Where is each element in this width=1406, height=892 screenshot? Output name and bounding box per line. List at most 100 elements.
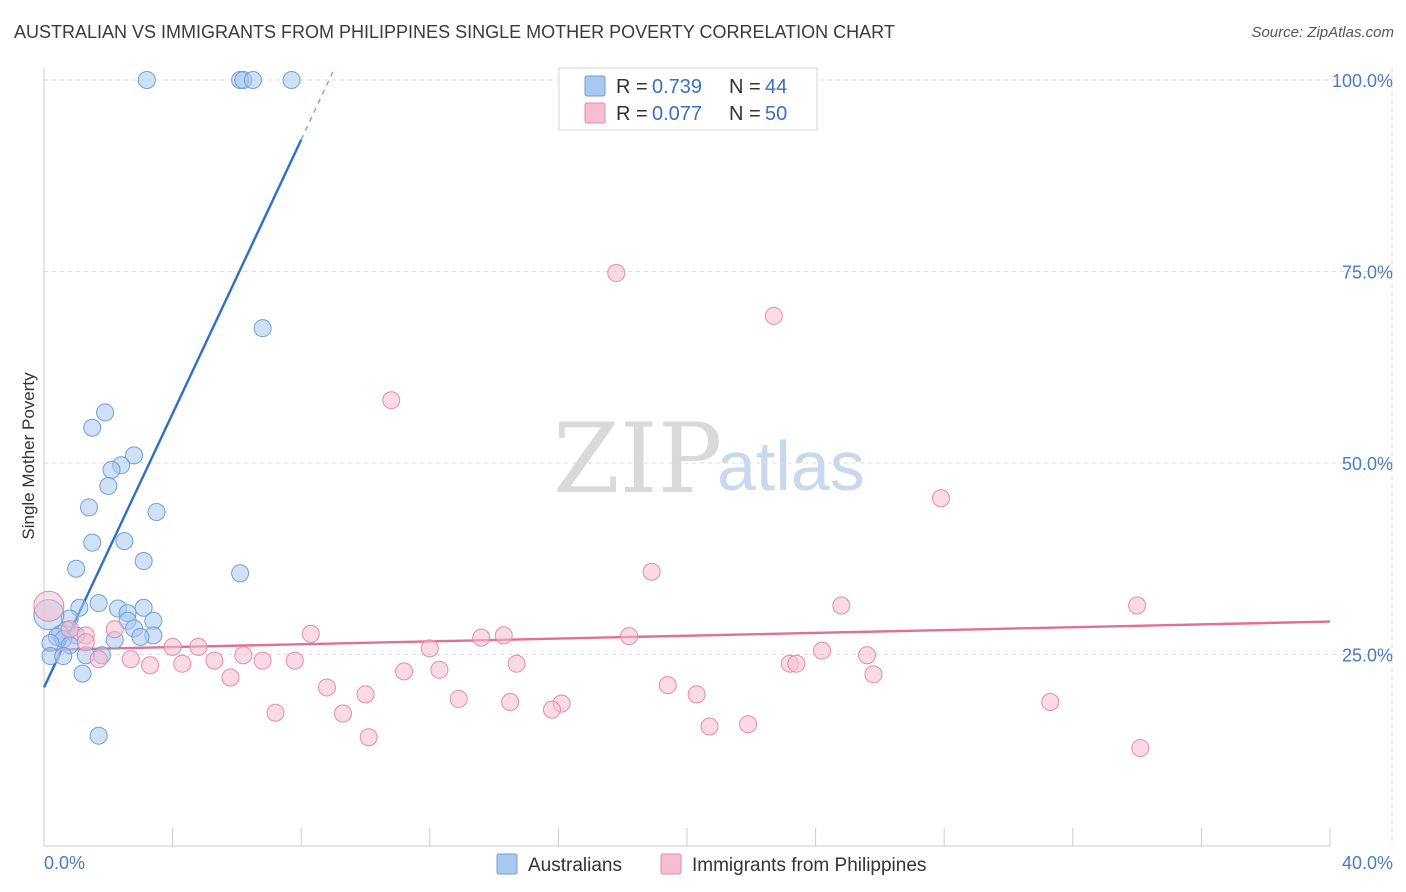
chart-source: Source: ZipAtlas.com	[1251, 24, 1394, 41]
point-australians-17	[231, 564, 250, 583]
trend-layer	[42, 70, 1331, 688]
point-philippines-26	[253, 651, 272, 670]
x-tick-label-0: 0.0%	[44, 853, 85, 873]
y-axis-label: Single Mother Poverty	[19, 372, 38, 540]
point-philippines-43	[542, 700, 561, 719]
point-philippines-41	[687, 685, 706, 704]
point-philippines-23	[141, 656, 160, 675]
point-philippines-14	[76, 633, 95, 652]
point-philippines-48	[359, 728, 378, 747]
bottom-legend-label-australians: Australians	[528, 855, 622, 876]
point-australians-42	[73, 664, 92, 683]
watermark-zip: ZIP	[553, 403, 722, 515]
point-philippines-24	[173, 654, 192, 673]
legend-n-value-2: 50	[765, 103, 787, 125]
point-philippines-11	[472, 628, 491, 647]
point-philippines-5	[832, 596, 851, 615]
point-philippines-36	[658, 676, 677, 695]
grid-layer	[44, 68, 1393, 846]
point-philippines-44	[266, 703, 285, 722]
point-australians-8	[125, 446, 144, 465]
point-australians-4	[282, 71, 301, 89]
ticks-layer: 25.0% 50.0% 75.0% 100.0% 0.0% 40.0%	[44, 71, 1393, 873]
point-australians-10	[102, 460, 121, 479]
legend-r-value-2: 0.077	[652, 103, 702, 125]
point-philippines-16	[189, 637, 208, 656]
point-philippines-49	[1131, 738, 1150, 757]
point-philippines-4	[642, 562, 661, 581]
legend-swatch-australians	[584, 75, 606, 97]
point-philippines-31	[395, 662, 414, 681]
point-australians-6	[96, 403, 115, 422]
big-point-philippines-0	[33, 590, 65, 622]
point-australians-11	[99, 476, 118, 495]
point-philippines-35	[317, 678, 336, 697]
point-philippines-9	[105, 620, 124, 639]
legend-n-label-2: N =	[729, 103, 761, 125]
point-philippines-34	[221, 668, 240, 687]
x-tick-label-1: 40.0%	[1342, 853, 1393, 873]
points-layer	[33, 71, 1150, 757]
point-philippines-10	[301, 624, 320, 643]
bottom-legend-label-philippines: Immigrants from Philippines	[692, 855, 926, 876]
point-philippines-47	[739, 715, 758, 734]
point-philippines-42	[1041, 692, 1060, 711]
point-philippines-20	[89, 650, 108, 669]
point-philippines-12	[494, 626, 513, 645]
y-tick-label-0: 25.0%	[1342, 646, 1393, 666]
point-philippines-22	[234, 646, 253, 665]
point-philippines-33	[864, 665, 883, 684]
point-philippines-46	[700, 717, 719, 736]
point-australians-36	[131, 627, 150, 646]
point-australians-16	[134, 552, 153, 571]
stats-legend: R = 0.739 N = 44 R = 0.077 N = 50	[558, 67, 818, 131]
point-philippines-7	[60, 620, 79, 639]
point-philippines-45	[333, 704, 352, 723]
trend-line-australians	[42, 139, 303, 688]
point-philippines-0	[607, 264, 626, 283]
y-tick-label-1: 50.0%	[1342, 454, 1393, 474]
bottom-legend-swatch-australians	[496, 853, 518, 875]
point-australians-18	[67, 559, 86, 578]
point-philippines-25	[205, 651, 224, 670]
bottom-legend-swatch-philippines	[660, 853, 682, 875]
point-philippines-21	[121, 650, 140, 669]
legend-r-label-1: R =	[616, 76, 648, 98]
y-tick-label-2: 75.0%	[1342, 263, 1393, 283]
point-australians-0	[137, 71, 156, 89]
legend-n-value-1: 44	[765, 76, 787, 98]
series-legend: Australians Immigrants from Philippines	[496, 853, 926, 876]
trend-extension-australians	[300, 70, 335, 141]
legend-n-label-1: N =	[729, 76, 761, 98]
point-philippines-18	[813, 641, 832, 660]
trend-line-philippines	[43, 620, 1331, 652]
legend-r-value-1: 0.739	[652, 76, 702, 98]
point-australians-5	[253, 319, 272, 338]
chart-title: AUSTRALIAN VS IMMIGRANTS FROM PHILIPPINE…	[14, 22, 895, 42]
point-philippines-32	[430, 660, 449, 679]
point-philippines-15	[163, 637, 182, 656]
point-philippines-1	[764, 306, 783, 325]
point-philippines-27	[285, 651, 304, 670]
legend-swatch-philippines	[584, 102, 606, 124]
point-philippines-37	[356, 685, 375, 704]
point-philippines-6	[1128, 596, 1147, 615]
point-australians-15	[115, 532, 134, 551]
point-australians-3	[243, 71, 262, 89]
point-australians-14	[83, 533, 102, 552]
point-philippines-39	[501, 692, 520, 711]
watermark-atlas: atlas	[717, 427, 865, 505]
point-philippines-3	[931, 489, 950, 508]
point-philippines-38	[449, 689, 468, 708]
point-philippines-13	[620, 627, 639, 646]
point-australians-43	[89, 726, 108, 745]
y-tick-label-3: 100.0%	[1332, 71, 1393, 91]
point-australians-39	[54, 647, 73, 666]
point-australians-20	[89, 594, 108, 613]
point-australians-12	[80, 498, 99, 517]
point-australians-7	[83, 418, 102, 437]
point-philippines-17	[420, 639, 439, 658]
point-philippines-28	[507, 654, 526, 673]
point-australians-13	[147, 503, 166, 522]
